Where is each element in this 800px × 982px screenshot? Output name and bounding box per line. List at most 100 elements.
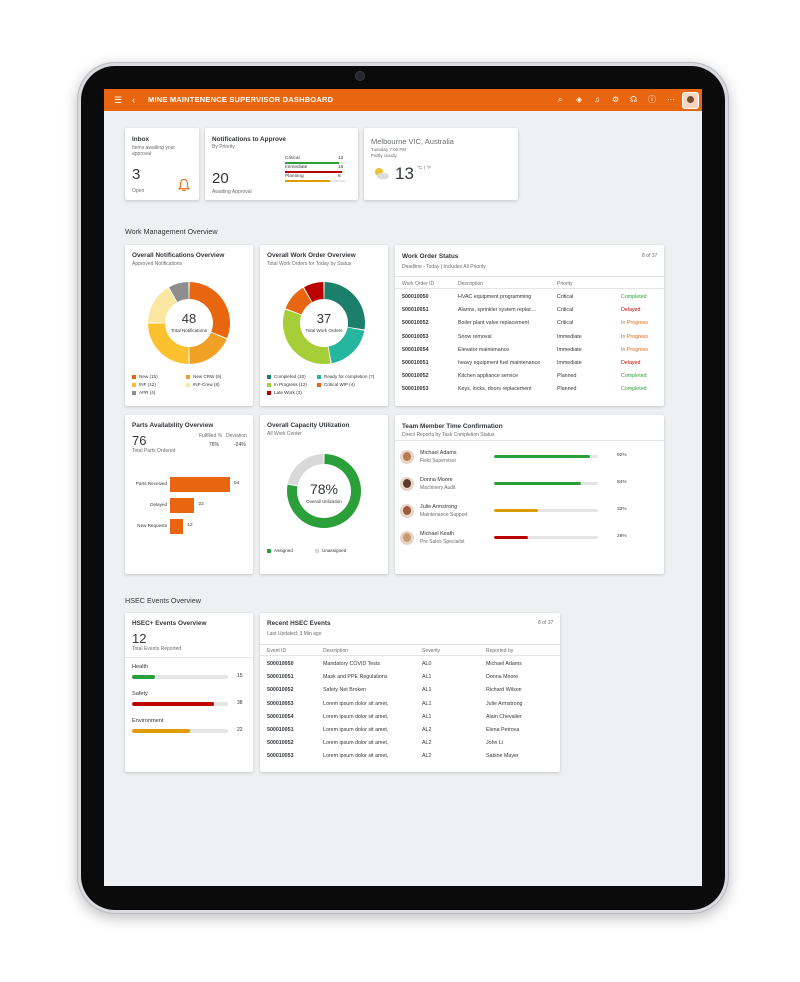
table-row[interactable]: 500010050 Mandatory COVID Tests AL0 Michael…: [260, 660, 560, 672]
table-row[interactable]: 500010053 Lorem ipsum dolor sit amet, AL1 J…: [260, 700, 560, 712]
work-order-status-card[interactable]: Work Order Status Deadline - Today | Inc…: [395, 245, 664, 406]
donut-slice[interactable]: [328, 327, 365, 364]
inbox-card[interactable]: Inbox Items awaiting your approval 3 Ope…: [125, 128, 199, 200]
notifications-donut-chart: 48 Total Notifications: [148, 282, 230, 364]
legend-item[interactable]: Ready for completion (7): [317, 374, 374, 379]
column-header-reported-by[interactable]: Reported by: [486, 648, 514, 654]
work-order-status: In Progress: [621, 333, 649, 340]
donut-slice[interactable]: [148, 323, 189, 364]
donut-slice[interactable]: [283, 309, 331, 364]
table-row[interactable]: 500010051 Mask and PPE Regulations AL1 Donn…: [260, 673, 560, 685]
legend-item[interactable]: INF (12): [132, 382, 156, 387]
bell-icon[interactable]: ♫: [594, 95, 600, 104]
fulfilled-value: 76%: [209, 442, 220, 448]
donut-slice[interactable]: [285, 287, 312, 315]
card-title: Team Member Time Confirmation: [402, 423, 503, 430]
column-header-id[interactable]: Work Order ID: [402, 281, 435, 287]
notifications-approve-card[interactable]: Notifications to Approve By Priority 20 …: [205, 128, 358, 200]
inbox-count-label: Open: [132, 188, 145, 194]
column-header-event-id[interactable]: Event ID: [267, 648, 287, 654]
table-row[interactable]: 500010052 Safety Net Broken AL1 Richard Wil…: [260, 686, 560, 698]
table-row[interactable]: 500010051 heavy equipment fuel maintenanc…: [395, 359, 664, 371]
team-member-row[interactable]: Julie Armstrong Maintenance Support 33%: [395, 504, 664, 524]
table-row[interactable]: 500010053 Lorem ipsum dolor sit amet, AL2 S…: [260, 752, 560, 764]
event-id: 500010054: [267, 713, 294, 720]
legend-item[interactable]: In Progress (12): [267, 382, 307, 387]
help-icon[interactable]: ⓘ: [648, 95, 656, 104]
table-row[interactable]: 500010050 HVAC equipment programming Criti…: [395, 293, 664, 305]
chevron-left-icon[interactable]: ‹: [132, 95, 135, 105]
column-header-severity[interactable]: Severity: [422, 648, 441, 654]
legend-label: INF-Crew (8): [193, 382, 220, 387]
donut-slice[interactable]: [169, 282, 189, 303]
parts-bar[interactable]: [170, 498, 195, 513]
legend-item[interactable]: New CRW (9): [186, 374, 221, 379]
table-row[interactable]: 500010052 Boiler plant valve replacement C…: [395, 319, 664, 331]
legend-item[interactable]: Critical WIP (4): [317, 382, 355, 387]
user-avatar[interactable]: [682, 92, 699, 109]
legend-item[interactable]: INF-Crew (8): [186, 382, 220, 387]
card-subtitle: By Priority: [212, 144, 235, 150]
legend-item[interactable]: APR (4): [132, 390, 155, 395]
hsec-overview-card[interactable]: HSEC+ Events Overview 12 Total Events Re…: [125, 613, 253, 772]
column-header-description[interactable]: Description: [323, 648, 349, 654]
event-severity: AL1: [422, 674, 432, 681]
weather-unit-toggle[interactable]: °C | °F: [417, 166, 432, 171]
legend-swatch: [132, 374, 136, 379]
bar-value-label: 12: [187, 523, 193, 528]
location-icon[interactable]: ◈: [576, 95, 583, 104]
weather-temp: 13: [395, 164, 414, 183]
table-row[interactable]: 500010053 Snow removal Immediate In Progres…: [395, 333, 664, 345]
legend-item[interactable]: Unassigned: [315, 548, 346, 553]
table-row[interactable]: 500010051 Lorem ipsum dolor sit amet, AL2 E…: [260, 726, 560, 738]
donut-slice[interactable]: [189, 282, 230, 339]
table-row[interactable]: 500010054 Elevator maintenance Immediate In…: [395, 346, 664, 358]
table-row[interactable]: 500010051 Alarms, sprinkler system replac…: [395, 306, 664, 318]
parts-bar[interactable]: [170, 477, 230, 492]
donut-slice[interactable]: [304, 282, 324, 303]
completion-percent: 33%: [617, 507, 627, 512]
weather-card[interactable]: Melbourne VIC, Australia Tuesday 7:00 PM…: [364, 128, 518, 200]
work-order-id: 500010051: [402, 360, 429, 366]
donut-slice[interactable]: [324, 282, 365, 330]
event-id: 500010051: [267, 727, 294, 733]
table-row[interactable]: 500010054 Lorem ipsum dolor sit amet, AL1 A…: [260, 713, 560, 725]
legend-item[interactable]: Late Work (3): [267, 390, 302, 395]
work-order-status: Completed: [621, 294, 647, 300]
table-row[interactable]: 500010053 Keys, locks, doors replacement P…: [395, 385, 664, 397]
team-member-row[interactable]: Donna Moore Machinery Audit 84%: [395, 477, 664, 497]
search-icon[interactable]: ⌕: [558, 95, 563, 104]
settings-icon[interactable]: ⚙: [612, 95, 620, 104]
table-row[interactable]: 500010052 Kitchen appliance service Planne…: [395, 372, 664, 384]
event-severity: AL0: [422, 661, 432, 667]
column-header-priority[interactable]: Priority: [557, 281, 573, 287]
donut-slice[interactable]: [189, 332, 227, 364]
legend-item[interactable]: Completed (10): [267, 374, 306, 379]
overflow-icon[interactable]: ⋯: [667, 95, 675, 104]
headset-icon[interactable]: ☊: [630, 95, 638, 104]
legend-item[interactable]: Assigned: [267, 548, 293, 553]
hsec-category-value: 38: [237, 700, 243, 706]
recent-hsec-events-card[interactable]: Recent HSEC Events Last Updated: 3 Min a…: [260, 613, 560, 772]
work-order-description: Keys, locks, doors replacement: [458, 386, 532, 393]
work-order-overview-card[interactable]: Overall Work Order Overview Total Work O…: [260, 245, 388, 406]
hamburger-icon[interactable]: ☰: [114, 95, 123, 105]
parts-bar[interactable]: [170, 519, 184, 534]
table-row[interactable]: 500010052 Lorem ipsum dolor sit amet, AL2 J…: [260, 739, 560, 751]
parts-total-label: Total Parts Ordered: [132, 448, 176, 454]
donut-slice[interactable]: [287, 454, 324, 486]
work-order-status: Delayed: [621, 360, 641, 366]
donut-slice[interactable]: [148, 287, 177, 323]
parts-availability-card[interactable]: Parts Availability Overview 76 Total Par…: [125, 415, 253, 574]
team-time-confirmation-card[interactable]: Team Member Time Confirmation Direct Rep…: [395, 415, 664, 574]
team-member-row[interactable]: Michael Keath Pre Sales Specialist 28%: [395, 531, 664, 551]
member-role: Field Supervisor: [420, 458, 457, 464]
overall-notifications-card[interactable]: Overall Notifications Overview Approved …: [125, 245, 253, 406]
team-member-row[interactable]: Michael Adams Field Supervisor 92%: [395, 450, 664, 470]
fulfilled-label: Fulfilled %: [199, 433, 223, 439]
weather-location: Melbourne VIC, Australia: [371, 137, 454, 146]
legend-item[interactable]: New (15): [132, 374, 158, 379]
completion-bar: [494, 536, 598, 539]
column-header-description[interactable]: Description: [458, 281, 484, 287]
capacity-utilization-card[interactable]: Overall Capacity Utilization All Work Ce…: [260, 415, 388, 574]
